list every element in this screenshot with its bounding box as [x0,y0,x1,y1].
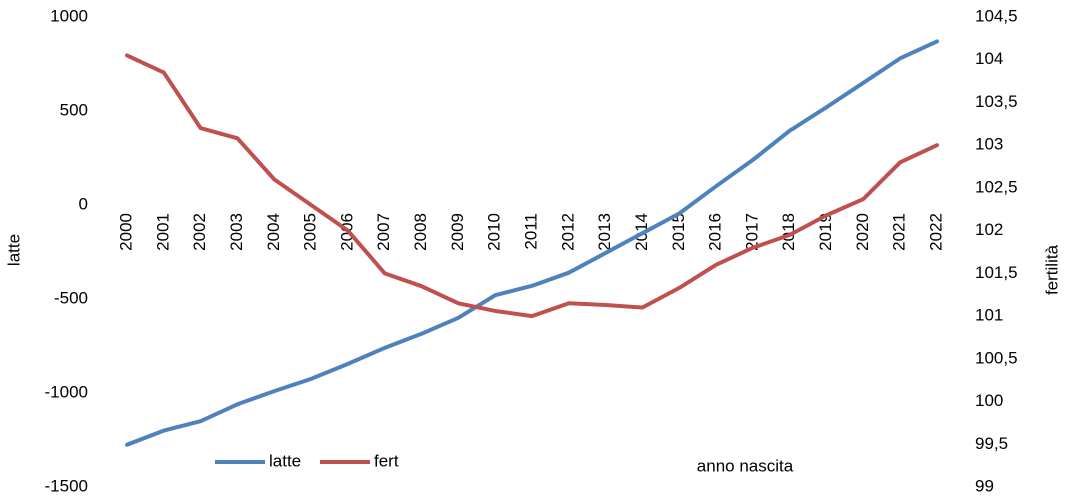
x-tick-label: 2010 [485,213,504,251]
x-tick-label: 2005 [301,213,320,251]
y-tick-label: -1500 [45,476,88,495]
y2-tick-label: 104 [975,49,1003,68]
x-tick-label: 2018 [779,213,798,251]
y2-tick-label: 100 [975,391,1003,410]
x-tick-label: 2019 [816,213,835,251]
x-tick-label: 2003 [227,213,246,251]
y2-tick-label: 99 [975,476,994,495]
line-series [125,53,939,319]
x-tick-label: 2011 [521,213,540,250]
x-axis-title: anno nascita [697,456,794,475]
x-tick-label: 2022 [926,213,945,251]
x-tick-label: 2017 [742,213,761,251]
y-tick-label: 1000 [50,6,88,25]
y2-tick-label: 102,5 [975,177,1018,196]
x-tick-label: 2020 [853,213,872,251]
y2-tick-label: 104,5 [975,6,1018,25]
y2-tick-label: 103,5 [975,92,1018,111]
y-tick-label: -1000 [45,382,88,401]
y2-tick-label: 100,5 [975,348,1018,367]
x-tick-label: 2016 [706,213,725,251]
y2-tick-label: 102 [975,220,1003,239]
x-tick-label: 2021 [890,213,909,251]
x-tick-label: 2012 [558,213,577,251]
x-tick-label: 2013 [595,213,614,251]
x-tick-label: 2009 [448,213,467,251]
x-tick-label: 2004 [264,213,283,251]
y2-tick-label: 99,5 [975,434,1008,453]
y2-tick-label: 103 [975,135,1003,154]
legend-label: fert [374,451,399,470]
x-tick-label: 2000 [116,213,135,251]
x-tick-label: 2015 [669,213,688,251]
x-tick-label: 2001 [153,213,172,251]
x-tick-label: 2002 [190,213,209,251]
x-tick-label: 2007 [374,213,393,251]
y-tick-label: -500 [54,288,88,307]
line-series [125,39,939,447]
y-axis-title: latte [4,234,23,266]
y2-tick-label: 101,5 [975,263,1018,282]
y-tick-label: 500 [60,100,88,119]
y2-axis-title: fertilità [1042,244,1061,295]
x-tick-label: 2008 [411,213,430,251]
y2-tick-label: 101 [975,306,1003,325]
legend-label: latte [269,451,301,470]
y-tick-label: 0 [79,194,88,213]
